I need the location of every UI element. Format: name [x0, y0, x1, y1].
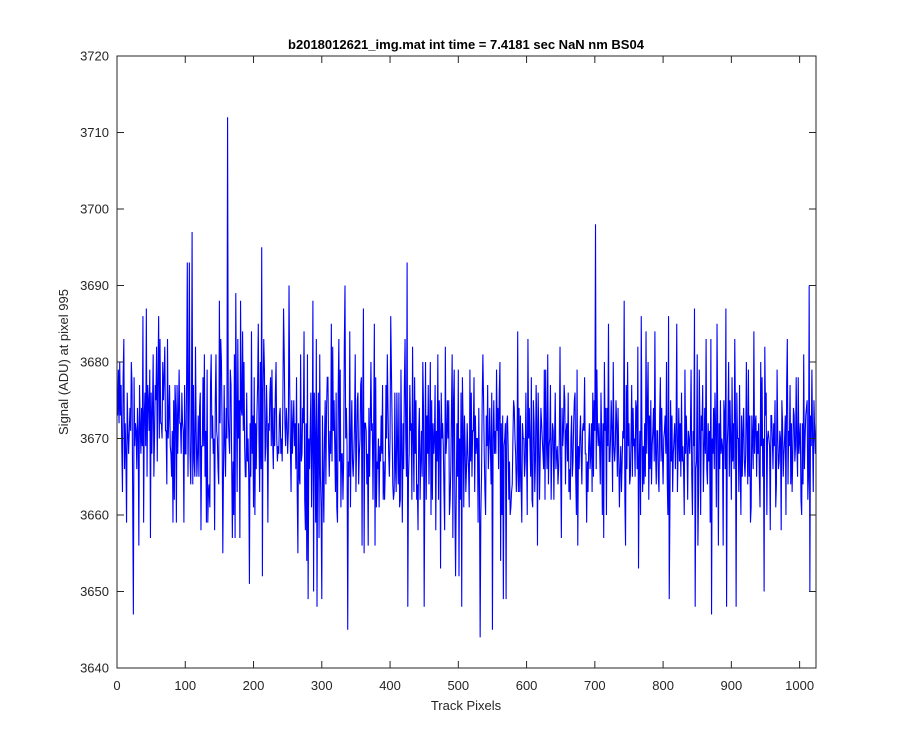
series-group [117, 117, 816, 638]
x-tick-label: 600 [516, 678, 538, 693]
y-tick-label: 3660 [80, 508, 109, 523]
x-tick-label: 300 [311, 678, 333, 693]
y-tick-label: 3650 [80, 584, 109, 599]
x-tick-label: 700 [584, 678, 606, 693]
x-tick-label: 900 [721, 678, 743, 693]
ticks-group: 0 100 200 300 400 500 600 700 800 900 1000 3640 3650… [80, 49, 816, 693]
x-tick-label: 400 [379, 678, 401, 693]
y-tick-label: 3710 [80, 125, 109, 140]
x-tick-label: 500 [447, 678, 469, 693]
x-tick-label: 100 [174, 678, 196, 693]
series-line-0 [117, 117, 816, 638]
axes-box [116, 55, 817, 669]
y-tick-label: 3690 [80, 278, 109, 293]
y-tick-label: 3700 [80, 202, 109, 217]
x-axis-label: Track Pixels [431, 698, 502, 713]
x-tick-label: 800 [652, 678, 674, 693]
y-axis-label: Signal (ADU) at pixel 995 [56, 289, 71, 435]
y-tick-label: 3640 [80, 661, 109, 676]
plot-area [117, 56, 816, 668]
y-tick-label: 3720 [80, 49, 109, 64]
x-tick-label: 1000 [785, 678, 814, 693]
y-tick-label: 3670 [80, 431, 109, 446]
x-tick-label: 200 [243, 678, 265, 693]
chart-title: b2018012621_img.mat int time = 7.4181 se… [288, 37, 645, 52]
y-tick-label: 3680 [80, 355, 109, 370]
x-tick-label: 0 [113, 678, 120, 693]
